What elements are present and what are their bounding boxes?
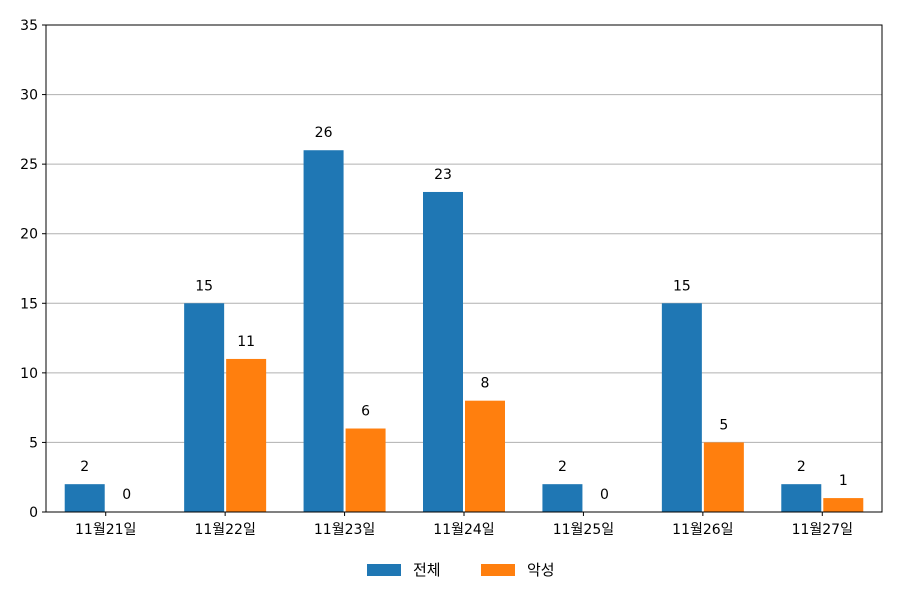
bar-value-label: 23 — [434, 167, 452, 183]
y-tick-label: 30 — [20, 88, 38, 104]
legend-label-malicious: 악성 — [527, 561, 555, 579]
bar-value-label: 15 — [195, 278, 213, 294]
y-axis: 0 5 10 15 20 25 30 35 — [20, 18, 46, 521]
data-labels: 2 0 15 11 26 6 23 8 2 0 15 5 2 1 — [80, 125, 847, 503]
bar-value-label: 26 — [315, 125, 333, 141]
bar-value-label: 6 — [361, 404, 370, 420]
y-tick-label: 20 — [20, 227, 38, 243]
legend: 전체 악성 — [367, 561, 555, 579]
legend-swatch-malicious — [481, 564, 515, 576]
plot-area-frame — [45, 24, 883, 513]
bar-malicious — [465, 400, 505, 512]
y-tick-label: 5 — [29, 435, 38, 451]
x-tick-label: 11월24일 — [433, 522, 494, 538]
y-tick-label: 10 — [20, 366, 38, 382]
bar-total — [661, 303, 702, 512]
bar-value-label: 15 — [673, 278, 691, 294]
bar-malicious — [703, 442, 744, 512]
x-tick-label: 11월27일 — [792, 522, 853, 538]
bars — [64, 150, 864, 512]
x-tick-label: 11월25일 — [553, 522, 614, 538]
bar-malicious — [226, 358, 267, 512]
x-tick-label: 11월22일 — [194, 522, 255, 538]
bar-value-label: 2 — [558, 459, 567, 475]
x-axis: 11월21일 11월22일 11월23일 11월24일 11월25일 11월26일 11월2… — [75, 512, 853, 538]
y-tick-label: 35 — [20, 18, 38, 34]
bar-total — [303, 150, 344, 512]
grid-lines — [46, 94, 882, 443]
x-tick-label: 11월23일 — [314, 522, 375, 538]
bar-value-label: 5 — [719, 417, 728, 433]
bar-value-label: 0 — [600, 487, 609, 503]
bar-total — [542, 484, 583, 512]
bar-value-label: 0 — [122, 487, 131, 503]
y-tick-label: 0 — [29, 505, 38, 521]
x-tick-label: 11월26일 — [672, 522, 733, 538]
bar-total — [781, 484, 822, 512]
bar-malicious — [823, 498, 864, 512]
bar-value-label: 2 — [797, 459, 806, 475]
bar-value-label: 8 — [481, 376, 490, 392]
bar-total — [184, 303, 225, 512]
x-tick-label: 11월21일 — [75, 522, 136, 538]
legend-label-total: 전체 — [413, 561, 441, 579]
bar-total — [64, 484, 105, 512]
bar-malicious — [345, 428, 386, 512]
bar-total — [423, 191, 463, 512]
y-tick-label: 25 — [20, 157, 38, 173]
bar-value-label: 1 — [839, 473, 848, 489]
y-tick-label: 15 — [20, 296, 38, 312]
bar-value-label: 11 — [237, 334, 255, 350]
legend-swatch-total — [367, 564, 401, 576]
bar-value-label: 2 — [80, 459, 89, 475]
